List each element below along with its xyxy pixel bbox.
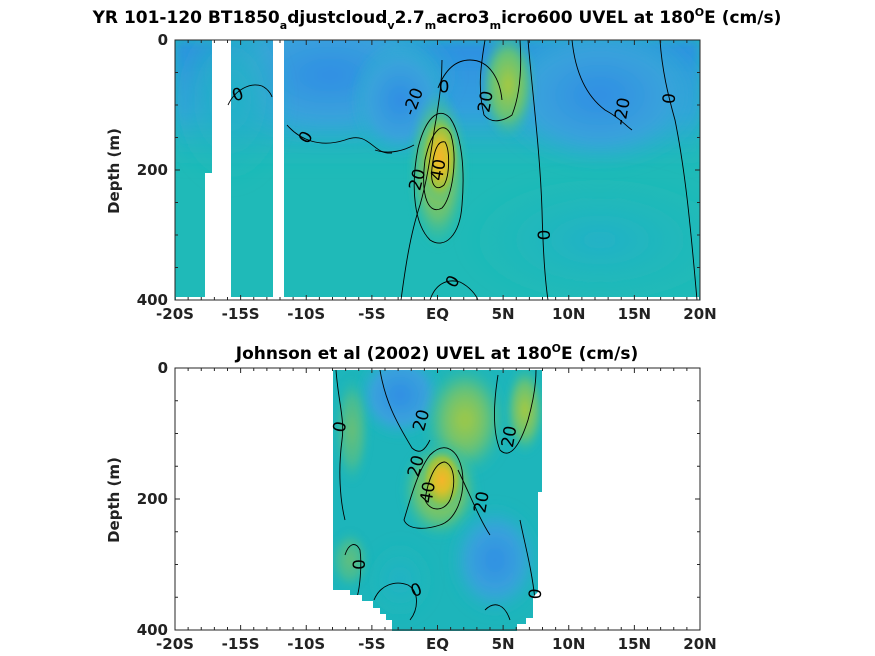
x-tick-label: -20S (156, 635, 194, 653)
x-tick-label: -20S (156, 305, 194, 323)
contour-label: 40 (417, 480, 440, 505)
contour-label: 0 (350, 559, 370, 570)
contour-lines (335, 370, 537, 621)
x-tick-label: -10S (287, 635, 325, 653)
x-tick-label: 20N (683, 635, 716, 653)
contour-label: -20 (610, 96, 635, 127)
x-tick-label: 5N (492, 305, 515, 323)
contour-label: 40 (427, 158, 450, 183)
y-tick-label: 0 (158, 359, 168, 377)
panel-model: YR 101-120 BT1850adjustcloudv2.7macro3mi… (92, 6, 782, 323)
x-tick-label: -5S (358, 305, 385, 323)
y-axis-label: Depth (m) (105, 457, 123, 543)
contour-label: 0 (535, 230, 555, 241)
y-tick-label: 200 (137, 161, 168, 179)
contour-label: 0 (439, 77, 450, 97)
x-tick-label: 10N (552, 635, 585, 653)
x-tick-label: EQ (426, 305, 449, 323)
chart-title: YR 101-120 BT1850adjustcloudv2.7macro3mi… (92, 6, 782, 32)
contour-lines (227, 40, 698, 300)
x-tick-label: 10N (552, 305, 585, 323)
x-tick-label: 20N (683, 305, 716, 323)
y-tick-label: 0 (158, 31, 168, 49)
contour-label: 0 (526, 588, 547, 601)
contour-label: 0 (659, 92, 680, 105)
y-tick-label: 400 (137, 621, 168, 639)
x-tick-label: -10S (287, 305, 325, 323)
x-tick-label: 5N (492, 635, 515, 653)
y-tick-label: 200 (137, 490, 168, 508)
chart-title: Johnson et al (2002) UVEL at 180OE (cm/s… (235, 342, 638, 364)
y-axis-label: Depth (m) (105, 128, 123, 214)
panel-observations: Johnson et al (2002) UVEL at 180OE (cm/s… (105, 342, 717, 653)
y-tick-label: 400 (137, 291, 168, 309)
x-tick-label: -5S (358, 635, 385, 653)
x-tick-label: -15S (222, 305, 260, 323)
x-tick-label: -15S (222, 635, 260, 653)
x-tick-label: 15N (618, 305, 651, 323)
contour-label: 20 (498, 424, 521, 449)
contour-label: 20 (474, 89, 497, 114)
contour-label: 20 (470, 490, 493, 515)
heatmap-field (333, 370, 542, 631)
heatmap-field (175, 40, 700, 300)
contour-label: 0 (330, 420, 352, 434)
x-tick-label: EQ (426, 635, 449, 653)
x-tick-label: 15N (618, 635, 651, 653)
